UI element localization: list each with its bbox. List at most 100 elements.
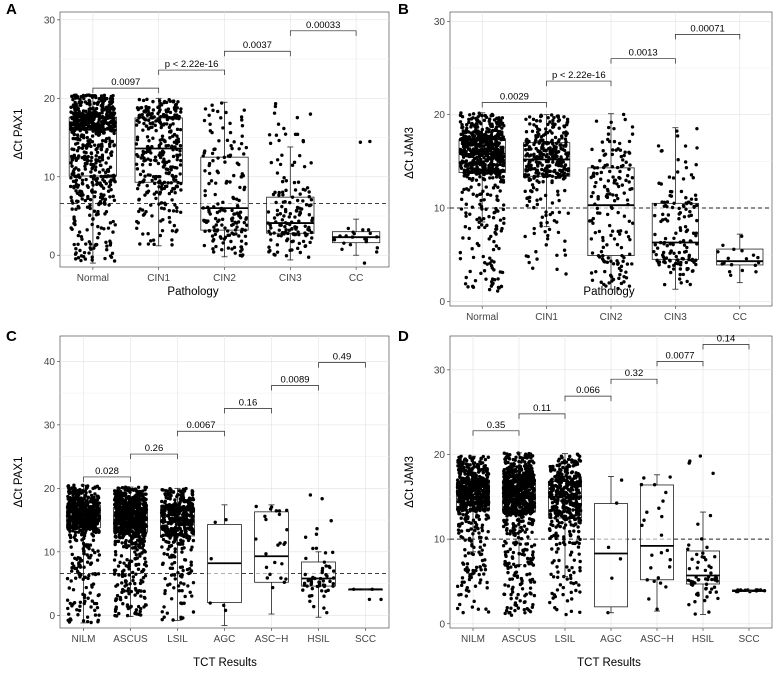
data-point — [468, 143, 472, 147]
data-point — [478, 171, 482, 175]
data-point — [268, 223, 272, 227]
data-point — [484, 130, 489, 134]
data-point — [601, 253, 605, 258]
data-point — [106, 189, 111, 193]
data-point — [130, 524, 135, 529]
data-point — [459, 166, 464, 170]
data-point — [301, 187, 305, 192]
data-point — [324, 589, 328, 594]
data-point — [140, 180, 145, 184]
data-point — [544, 148, 548, 152]
data-point — [72, 521, 76, 525]
data-point — [467, 236, 471, 241]
data-point — [298, 250, 303, 255]
data-point — [86, 185, 90, 189]
data-point — [76, 173, 81, 177]
data-point — [616, 261, 620, 265]
data-point — [88, 107, 92, 111]
data-point — [97, 96, 101, 101]
data-point — [550, 131, 554, 135]
data-point — [117, 573, 121, 577]
data-point — [134, 553, 139, 557]
data-point — [89, 111, 94, 116]
data-point — [368, 231, 372, 236]
data-point — [115, 498, 119, 502]
x-tick-label: Normal — [77, 273, 109, 284]
data-point — [149, 239, 153, 243]
data-point — [94, 601, 99, 606]
data-point — [120, 581, 124, 585]
data-point — [283, 225, 287, 229]
data-point — [684, 165, 689, 170]
data-point — [73, 257, 78, 261]
data-point — [482, 177, 487, 182]
data-point — [619, 245, 624, 250]
data-point — [95, 527, 99, 531]
data-point — [556, 140, 561, 144]
data-point — [277, 228, 282, 232]
data-point — [483, 225, 487, 230]
data-point — [603, 269, 607, 274]
data-point — [134, 562, 138, 567]
data-point — [77, 496, 81, 501]
significance-bracket — [224, 408, 272, 414]
data-point — [502, 216, 506, 221]
data-point — [179, 581, 183, 585]
data-point — [276, 233, 281, 238]
data-point — [610, 165, 615, 169]
data-point — [82, 549, 86, 553]
data-point — [272, 252, 276, 257]
data-point — [218, 235, 223, 239]
data-point — [683, 160, 688, 164]
data-point — [90, 190, 95, 194]
data-point — [483, 164, 487, 168]
data-point — [492, 268, 496, 272]
data-point — [502, 221, 506, 225]
data-point — [84, 490, 88, 495]
data-point — [120, 502, 125, 506]
data-point — [483, 140, 488, 144]
data-point — [138, 242, 142, 246]
data-point — [158, 190, 163, 195]
data-point — [144, 124, 149, 128]
data-point — [229, 239, 233, 244]
data-point — [622, 274, 626, 279]
data-point — [496, 159, 500, 163]
data-point — [84, 499, 89, 503]
data-point — [739, 234, 744, 239]
data-point — [591, 191, 595, 195]
data-point — [113, 571, 117, 576]
data-point — [67, 511, 71, 515]
data-point — [676, 262, 680, 266]
data-point — [147, 126, 151, 131]
data-point — [482, 156, 486, 160]
data-point — [116, 515, 121, 520]
data-point — [466, 147, 471, 151]
data-point — [95, 150, 100, 155]
data-point — [123, 584, 127, 588]
data-point — [562, 174, 566, 178]
data-point — [82, 601, 86, 606]
data-point — [99, 174, 103, 179]
data-point — [678, 272, 682, 277]
data-point — [478, 202, 482, 207]
data-point — [275, 158, 280, 162]
data-point — [92, 246, 96, 250]
data-point — [87, 119, 91, 123]
data-point — [695, 218, 699, 223]
data-point — [135, 167, 140, 171]
data-point — [87, 251, 91, 255]
data-point — [142, 589, 146, 594]
data-point — [564, 152, 568, 156]
box-ASC−H — [254, 504, 289, 615]
data-point — [212, 205, 216, 209]
data-point — [219, 116, 223, 120]
data-point — [90, 155, 94, 160]
data-point — [156, 161, 161, 166]
data-point — [307, 195, 311, 199]
data-point — [137, 562, 141, 567]
data-point — [470, 284, 475, 289]
box-Normal — [68, 93, 117, 264]
data-point — [140, 514, 145, 519]
data-point — [84, 543, 89, 547]
